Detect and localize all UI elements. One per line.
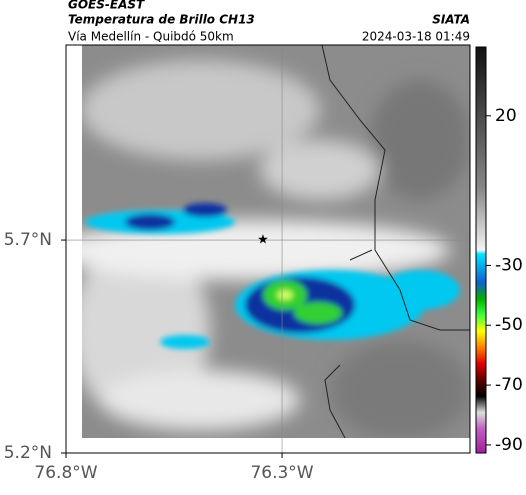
region: Vía Medellín - Quibdó 50km bbox=[68, 30, 234, 44]
x-tick-label: 76.8°W bbox=[34, 463, 97, 483]
y-tick-label: 5.2°N bbox=[4, 443, 52, 463]
colorbar-tick-label: -30 bbox=[495, 255, 523, 275]
timestamp: 2024-03-18 01:49 bbox=[362, 30, 470, 44]
location-marker: ★ bbox=[257, 233, 269, 248]
colorbar-tick-label: -90 bbox=[495, 435, 523, 455]
satellite-image bbox=[82, 45, 470, 438]
colorbar-tick-label: -50 bbox=[495, 315, 523, 335]
colorbar bbox=[475, 46, 487, 454]
axis-ticks: 76.8°W 76.3°W 5.2°N 5.7°N bbox=[4, 230, 314, 483]
colorbar-ticks: 20 -30 -50 -70 -90 bbox=[486, 106, 523, 455]
colorbar-tick-label: 20 bbox=[495, 106, 517, 126]
map-frame bbox=[65, 44, 471, 454]
product: Temperatura de Brillo CH13 bbox=[68, 13, 255, 27]
y-tick-label: 5.7°N bbox=[4, 230, 52, 250]
satellite: GOES-EAST bbox=[68, 0, 145, 12]
agency: SIATA bbox=[432, 13, 470, 27]
x-tick-label: 76.3°W bbox=[250, 463, 313, 483]
colorbar-tick-label: -70 bbox=[495, 375, 523, 395]
